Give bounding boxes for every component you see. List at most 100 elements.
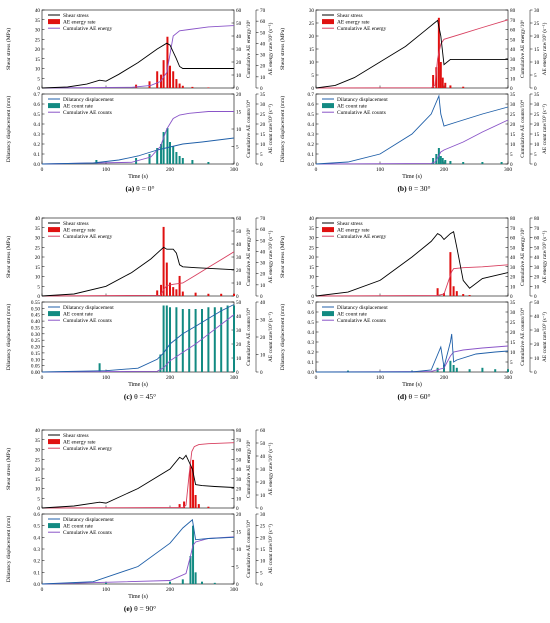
ae-energy-rate-bar bbox=[233, 293, 235, 296]
bottom-r2-tick-label: 5 bbox=[534, 152, 537, 158]
dilatancy-displacement-line bbox=[41, 304, 235, 373]
bottom-left-tick-label: 0.1 bbox=[34, 570, 41, 576]
bottom-left-tick-label: 0.0 bbox=[34, 582, 41, 588]
top-left-tick-label: 15 bbox=[35, 265, 41, 271]
top-r1-tick-label: 60 bbox=[510, 236, 516, 242]
bottom-legend-label: Dilatancy displacement bbox=[337, 305, 388, 311]
bottom-ylabel-left: Dilatancy displacement (mm) bbox=[279, 304, 286, 371]
top-left-tick-label: 5 bbox=[37, 284, 40, 290]
x-tick-label: 100 bbox=[102, 167, 110, 173]
bottom-r1-tick-label: 5 bbox=[236, 565, 239, 571]
top-left-tick-label: 40 bbox=[35, 8, 41, 14]
top-r2-tick-label: 10 bbox=[260, 75, 266, 81]
top-r1-tick-label: 10 bbox=[236, 73, 242, 79]
top-r2-tick-label: 70 bbox=[534, 226, 540, 232]
bottom-left-tick-label: 0.25 bbox=[31, 338, 40, 344]
ae-energy-rate-bar bbox=[178, 275, 181, 296]
bottom-r1-tick-label: 0 bbox=[510, 370, 513, 376]
bottom-ylabel-right2: AE count rate/10³ (s⁻¹) bbox=[541, 312, 548, 362]
ae-energy-rate-bar bbox=[175, 289, 178, 296]
bottom-r1-tick-label: 0 bbox=[236, 582, 239, 588]
ae-energy-rate-bar bbox=[207, 293, 210, 296]
bottom-r1-tick-label: 0 bbox=[236, 162, 239, 168]
top-left-tick-label: 20 bbox=[309, 255, 315, 261]
ae-energy-rate-bar bbox=[172, 71, 175, 88]
top-r2-tick-label: 60 bbox=[260, 19, 266, 25]
top-ylabel-right1: Cumulative AE energy/10⁶ bbox=[246, 228, 252, 286]
bottom-r1-tick-label: 20 bbox=[236, 342, 242, 348]
chart-panel-e: 0510152025303540010203040506070800102030… bbox=[5, 428, 274, 600]
top-r2-tick-label: 50 bbox=[260, 30, 266, 36]
cumulative-ae-counts-line bbox=[315, 119, 509, 165]
ae-energy-rate-bar bbox=[439, 62, 442, 88]
top-ylabel-left: Shear stress (MPa) bbox=[5, 28, 12, 70]
bottom-left-tick-label: 0.20 bbox=[31, 345, 40, 351]
top-r1-tick-label: 80 bbox=[236, 428, 242, 434]
top-left-tick-label: 30 bbox=[35, 28, 41, 34]
bottom-r2-tick-label: 15 bbox=[260, 547, 266, 553]
caption-c: (c) θ = 45° bbox=[123, 392, 157, 401]
bottom-legend-label: Cumulative AE counts bbox=[63, 318, 112, 324]
ae-energy-rate-bar bbox=[432, 75, 435, 88]
top-r2-tick-label: 40 bbox=[260, 454, 266, 460]
bottom-left-tick-label: 0.4 bbox=[308, 122, 315, 128]
top-r1-tick-label: 80 bbox=[510, 216, 516, 222]
top-r2-tick-label: 70 bbox=[260, 8, 266, 14]
top-r1-tick-label: 70 bbox=[510, 18, 516, 24]
bottom-r2-tick-label: 30 bbox=[260, 512, 266, 518]
bottom-r2-tick-label: 5 bbox=[260, 152, 263, 158]
bottom-legend-label: Cumulative AE counts bbox=[63, 530, 112, 536]
top-legend-label: Shear stress bbox=[337, 221, 363, 227]
top-r2-tick-label: 10 bbox=[534, 284, 540, 290]
top-left-tick-label: 15 bbox=[309, 47, 315, 53]
bottom-r2-tick-label: 35 bbox=[534, 92, 540, 98]
top-left-tick-label: 0 bbox=[37, 294, 40, 300]
bottom-r1-tick-label: 5 bbox=[236, 145, 239, 151]
top-r2-tick-label: 50 bbox=[260, 441, 266, 447]
ae-count-rate-bar bbox=[181, 579, 184, 584]
ae-count-rate-bar bbox=[169, 307, 171, 372]
bottom-r2-tick-label: 25 bbox=[534, 112, 540, 118]
bottom-r2-tick-label: 25 bbox=[260, 524, 266, 530]
ae-energy-rate-bar bbox=[162, 226, 165, 296]
bottom-r2-tick-label: 20 bbox=[260, 535, 266, 541]
top-legend-bar-swatch bbox=[48, 19, 60, 25]
bottom-legend-label: AE count rate bbox=[337, 312, 368, 318]
ae-energy-rate-bar bbox=[192, 459, 195, 508]
top-legend-label: Cumulative AE energy bbox=[337, 234, 387, 240]
bottom-r2-tick-label: 20 bbox=[260, 122, 266, 128]
top-r1-tick-label: 10 bbox=[510, 76, 516, 82]
bottom-left-tick-label: 0.4 bbox=[308, 330, 315, 336]
ae-energy-rate-bar bbox=[160, 284, 163, 296]
ae-energy-rate-bar bbox=[178, 504, 181, 508]
bottom-r2-tick-label: 40 bbox=[260, 300, 266, 306]
x-tick-label: 0 bbox=[41, 375, 44, 381]
ae-count-rate-bar bbox=[160, 144, 163, 164]
ae-count-rate-bar bbox=[432, 158, 435, 164]
bottom-ylabel-right1: Cumulative AE counts/10⁴ bbox=[246, 308, 252, 366]
cumulative-ae-counts-line bbox=[41, 314, 235, 373]
bottom-r2-tick-label: 0 bbox=[534, 370, 537, 376]
bottom-left-tick-label: 0.3 bbox=[308, 132, 315, 138]
bottom-r1-tick-label: 30 bbox=[236, 328, 242, 334]
bottom-r2-tick-label: 40 bbox=[534, 314, 540, 320]
bottom-legend-label: AE count rate bbox=[337, 104, 368, 110]
top-r2-tick-label: 60 bbox=[260, 428, 266, 434]
top-r2-tick-label: 0 bbox=[260, 506, 263, 512]
bottom-left-tick-label: 0.2 bbox=[308, 142, 315, 148]
x-tick-label: 0 bbox=[315, 375, 318, 381]
top-r2-tick-label: 30 bbox=[260, 467, 266, 473]
bottom-r2-tick-label: 10 bbox=[260, 353, 266, 359]
bottom-r2-tick-label: 30 bbox=[534, 328, 540, 334]
ae-energy-rate-bar bbox=[441, 77, 444, 88]
bottom-left-tick-label: 0.7 bbox=[34, 92, 41, 98]
bottom-r1-tick-label: 20 bbox=[236, 92, 242, 98]
bottom-left-tick-label: 0.4 bbox=[34, 535, 41, 541]
top-r2-tick-label: 10 bbox=[534, 60, 540, 66]
x-tick-label: 200 bbox=[166, 167, 174, 173]
bottom-ylabel-left: Dilatancy displacement (mm) bbox=[5, 304, 12, 371]
bottom-legend-label: Dilatancy displacement bbox=[337, 97, 388, 103]
top-r1-tick-label: 30 bbox=[510, 57, 516, 63]
bottom-r2-tick-label: 30 bbox=[534, 102, 540, 108]
top-left-tick-label: 35 bbox=[35, 438, 41, 444]
